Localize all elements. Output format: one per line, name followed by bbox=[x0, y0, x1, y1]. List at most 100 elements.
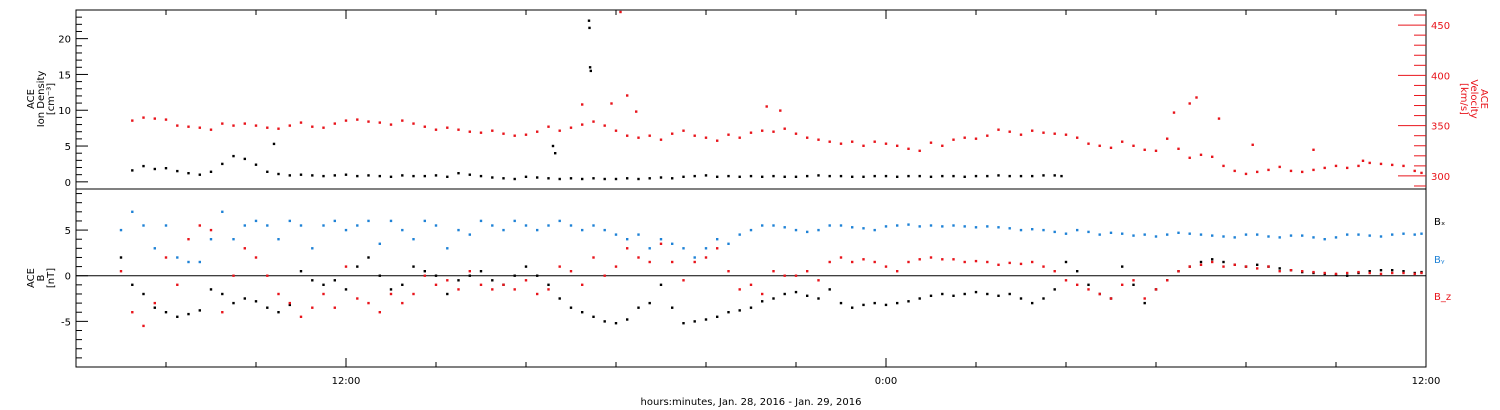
bz-point bbox=[513, 288, 516, 291]
bx-point bbox=[851, 306, 854, 309]
bx-point bbox=[862, 303, 865, 307]
x-axis-label: hours:minutes, Jan. 28, 2016 - Jan. 29, … bbox=[641, 397, 862, 408]
bz-point bbox=[761, 292, 764, 296]
y-right-tick-label: 300 bbox=[1431, 172, 1450, 183]
bz-point bbox=[1222, 265, 1225, 268]
x-tick-label: 0:00 bbox=[875, 376, 897, 387]
by-point bbox=[479, 219, 483, 223]
by-point bbox=[1042, 228, 1045, 232]
velocity-point bbox=[1143, 148, 1146, 151]
ion-density-point bbox=[907, 174, 910, 178]
ion-density-point bbox=[896, 175, 899, 178]
y-left-tick-label: 10 bbox=[58, 106, 71, 117]
by-point bbox=[626, 238, 629, 241]
y-left-tick-label: 15 bbox=[58, 70, 71, 81]
bx-point bbox=[659, 283, 663, 286]
by-point bbox=[131, 210, 134, 213]
velocity-point bbox=[659, 138, 663, 141]
y-left-tick-label: -5 bbox=[61, 317, 71, 328]
by-point bbox=[1188, 232, 1191, 235]
velocity-point bbox=[873, 140, 876, 143]
bx-point bbox=[479, 270, 483, 273]
by-point bbox=[1154, 235, 1158, 238]
velocity-point bbox=[558, 129, 561, 132]
bottom-plot-frame bbox=[75, 188, 1427, 368]
velocity-point bbox=[817, 138, 820, 141]
velocity-point bbox=[221, 122, 224, 125]
by-point bbox=[1368, 234, 1371, 237]
velocity-point bbox=[765, 105, 768, 108]
bz-point bbox=[873, 260, 876, 264]
by-point bbox=[1413, 233, 1416, 236]
bx-point bbox=[1143, 301, 1146, 305]
bx-point bbox=[457, 279, 460, 282]
bz-point bbox=[479, 283, 483, 286]
bz-point bbox=[1031, 260, 1034, 264]
by-point bbox=[1143, 233, 1146, 236]
bx-point bbox=[1042, 297, 1045, 300]
bz-point bbox=[131, 311, 134, 314]
by-point bbox=[333, 219, 336, 223]
by-point bbox=[1008, 227, 1011, 230]
bx-point bbox=[1368, 270, 1371, 273]
by-point bbox=[1391, 233, 1394, 236]
bz-point bbox=[243, 247, 246, 250]
ion-density-point bbox=[367, 174, 370, 177]
velocity-point bbox=[1042, 131, 1045, 134]
by-point bbox=[637, 233, 640, 236]
bx-point bbox=[637, 306, 640, 309]
velocity-point bbox=[1217, 117, 1221, 120]
by-point bbox=[693, 256, 696, 259]
velocity-point bbox=[401, 119, 404, 122]
velocity-point bbox=[1053, 132, 1056, 135]
y-left-tick-label: 5 bbox=[65, 142, 71, 153]
bx-point bbox=[749, 306, 753, 309]
velocity-point bbox=[513, 134, 516, 137]
ion-density-point bbox=[581, 177, 584, 181]
by-point bbox=[581, 228, 584, 232]
bz-point bbox=[221, 311, 224, 314]
bz-point bbox=[1379, 272, 1383, 276]
ion-density-point bbox=[446, 175, 449, 178]
velocity-point bbox=[952, 138, 955, 141]
bz-point bbox=[637, 256, 640, 259]
bz-point bbox=[648, 260, 651, 264]
velocity-point bbox=[1188, 156, 1191, 159]
ion-density-point bbox=[929, 175, 933, 178]
bx-point bbox=[671, 306, 674, 309]
bx-point bbox=[1087, 283, 1090, 286]
velocity-point bbox=[761, 129, 764, 132]
bx-point bbox=[941, 292, 944, 296]
bz-point bbox=[524, 279, 528, 282]
bx-point bbox=[806, 294, 809, 297]
velocity-point bbox=[637, 136, 640, 139]
by-point bbox=[299, 224, 303, 227]
velocity-point bbox=[1312, 168, 1315, 172]
by-point bbox=[794, 228, 798, 232]
ion-density-point bbox=[288, 174, 291, 177]
bz-point bbox=[806, 270, 809, 273]
bx-point bbox=[1346, 274, 1349, 277]
ion-density-point bbox=[806, 174, 809, 178]
by-point bbox=[1244, 233, 1248, 236]
by-point bbox=[142, 224, 145, 227]
velocity-point bbox=[243, 122, 246, 125]
by-point bbox=[592, 224, 595, 227]
by-point bbox=[986, 225, 989, 228]
ion-density-point bbox=[851, 175, 854, 178]
by-point bbox=[1256, 233, 1259, 236]
velocity-point bbox=[1031, 129, 1034, 132]
velocity-point bbox=[254, 124, 258, 127]
ion-density-point bbox=[547, 177, 550, 180]
bx-point bbox=[254, 300, 258, 303]
bz-point bbox=[1420, 271, 1423, 275]
bz-point bbox=[1211, 260, 1214, 264]
ion-density-point bbox=[626, 177, 629, 180]
top-right-ylabel-line3: [km/s] bbox=[1458, 83, 1469, 115]
by-point bbox=[468, 233, 471, 236]
velocity-point bbox=[1251, 143, 1254, 146]
bz-point bbox=[884, 265, 888, 268]
velocity-point bbox=[1357, 164, 1360, 168]
bx-point bbox=[648, 301, 651, 305]
